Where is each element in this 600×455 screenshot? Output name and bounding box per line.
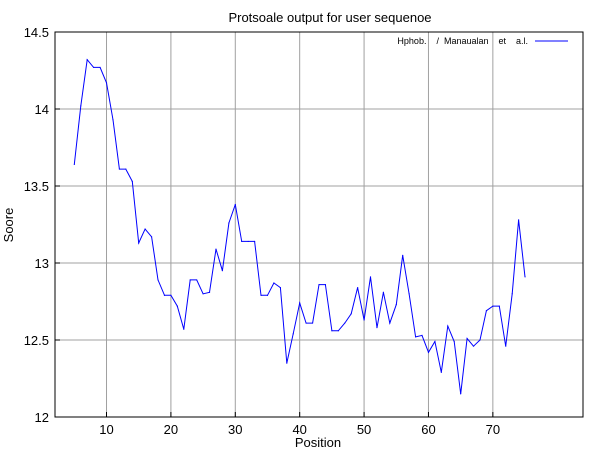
- x-tick-label: 10: [99, 422, 113, 437]
- data-point: [99, 66, 101, 69]
- data-point: [402, 254, 404, 256]
- data-point: [376, 327, 378, 329]
- data-point: [279, 287, 281, 289]
- data-point: [453, 340, 455, 343]
- x-tick-label: 70: [486, 422, 500, 437]
- data-point: [408, 293, 410, 295]
- data-point: [498, 305, 500, 307]
- data-point: [163, 294, 166, 296]
- series-layer: [73, 58, 526, 395]
- data-point: [266, 294, 269, 296]
- y-tick-label: 12: [35, 410, 49, 425]
- data-point: [311, 322, 314, 324]
- x-tick-label: 40: [292, 422, 306, 437]
- data-point: [505, 345, 507, 347]
- data-point: [395, 303, 397, 306]
- data-point: [460, 393, 462, 395]
- data-point: [389, 322, 391, 324]
- plot-frame: [54, 31, 584, 418]
- x-tick-labels: 10 20 30 40 50 60 70: [99, 422, 500, 437]
- data-point: [466, 337, 468, 340]
- data-point: [485, 310, 488, 312]
- data-point: [189, 279, 191, 281]
- data-point: [382, 291, 384, 293]
- y-tick-labels: 12 12.5 13 13.5 14 14.5: [24, 25, 49, 425]
- chart-title: Protsoale output for user sequenoe: [228, 10, 431, 25]
- data-point: [93, 66, 95, 69]
- data-point: [440, 371, 442, 373]
- data-point: [518, 219, 520, 221]
- y-tick-label: 13: [35, 256, 49, 271]
- data-point: [86, 59, 88, 61]
- data-point: [105, 82, 108, 84]
- data-point: [414, 336, 417, 338]
- data-point: [138, 242, 140, 244]
- data-point: [305, 322, 307, 324]
- x-tick-label: 30: [228, 422, 242, 437]
- data-point: [421, 334, 423, 336]
- y-tick-label: 13.5: [24, 179, 49, 194]
- data-point: [472, 345, 475, 347]
- data-point: [118, 168, 120, 170]
- data-point: [202, 293, 204, 295]
- data-point: [273, 282, 275, 284]
- data-point: [157, 279, 159, 281]
- data-point: [434, 340, 436, 343]
- data-point: [170, 294, 172, 296]
- x-axis-label: Position: [295, 435, 341, 450]
- data-point: [511, 293, 513, 295]
- data-point: [324, 283, 327, 286]
- legend: Hphob. / Manaualan et a.l.: [397, 36, 568, 46]
- x-tick-label: 50: [357, 422, 371, 437]
- data-point: [479, 339, 481, 341]
- y-tick-label: 14: [35, 102, 49, 117]
- data-point: [492, 305, 494, 307]
- data-point: [176, 305, 178, 307]
- data-point: [234, 203, 236, 206]
- data-point: [73, 163, 75, 166]
- data-point: [292, 333, 294, 335]
- x-tick-label: 20: [164, 422, 178, 437]
- data-point: [221, 270, 224, 272]
- data-point: [215, 248, 217, 250]
- data-point: [196, 279, 198, 281]
- y-tick-label: 14.5: [24, 25, 49, 40]
- data-point: [286, 362, 288, 364]
- data-point: [131, 180, 133, 182]
- data-point: [112, 119, 114, 121]
- data-point: [318, 283, 320, 286]
- data-point: [80, 105, 82, 107]
- data-point: [357, 287, 359, 289]
- data-point: [299, 302, 301, 304]
- data-point: [183, 328, 185, 330]
- legend-label: Hphob. / Manaualan et a.l.: [397, 36, 528, 46]
- data-point: [208, 291, 211, 293]
- data-point: [363, 319, 365, 321]
- data-point: [344, 322, 346, 324]
- data-point: [427, 351, 430, 353]
- y-tick-label: 12.5: [24, 333, 49, 348]
- data-point: [524, 276, 526, 278]
- data-point: [350, 313, 352, 315]
- data-point: [150, 236, 153, 238]
- data-point: [144, 228, 146, 230]
- data-point: [125, 168, 127, 170]
- data-point: [241, 240, 243, 243]
- data-point: [260, 294, 262, 296]
- data-point: [447, 325, 449, 327]
- data-point: [331, 330, 333, 332]
- data-point: [369, 276, 372, 278]
- tick-marks: [55, 31, 494, 418]
- data-point: [247, 240, 249, 243]
- data-point: [254, 240, 256, 243]
- data-point: [228, 222, 230, 224]
- data-point: [337, 330, 339, 332]
- x-tick-label: 60: [421, 422, 435, 437]
- y-axis-label: Soore: [1, 208, 16, 243]
